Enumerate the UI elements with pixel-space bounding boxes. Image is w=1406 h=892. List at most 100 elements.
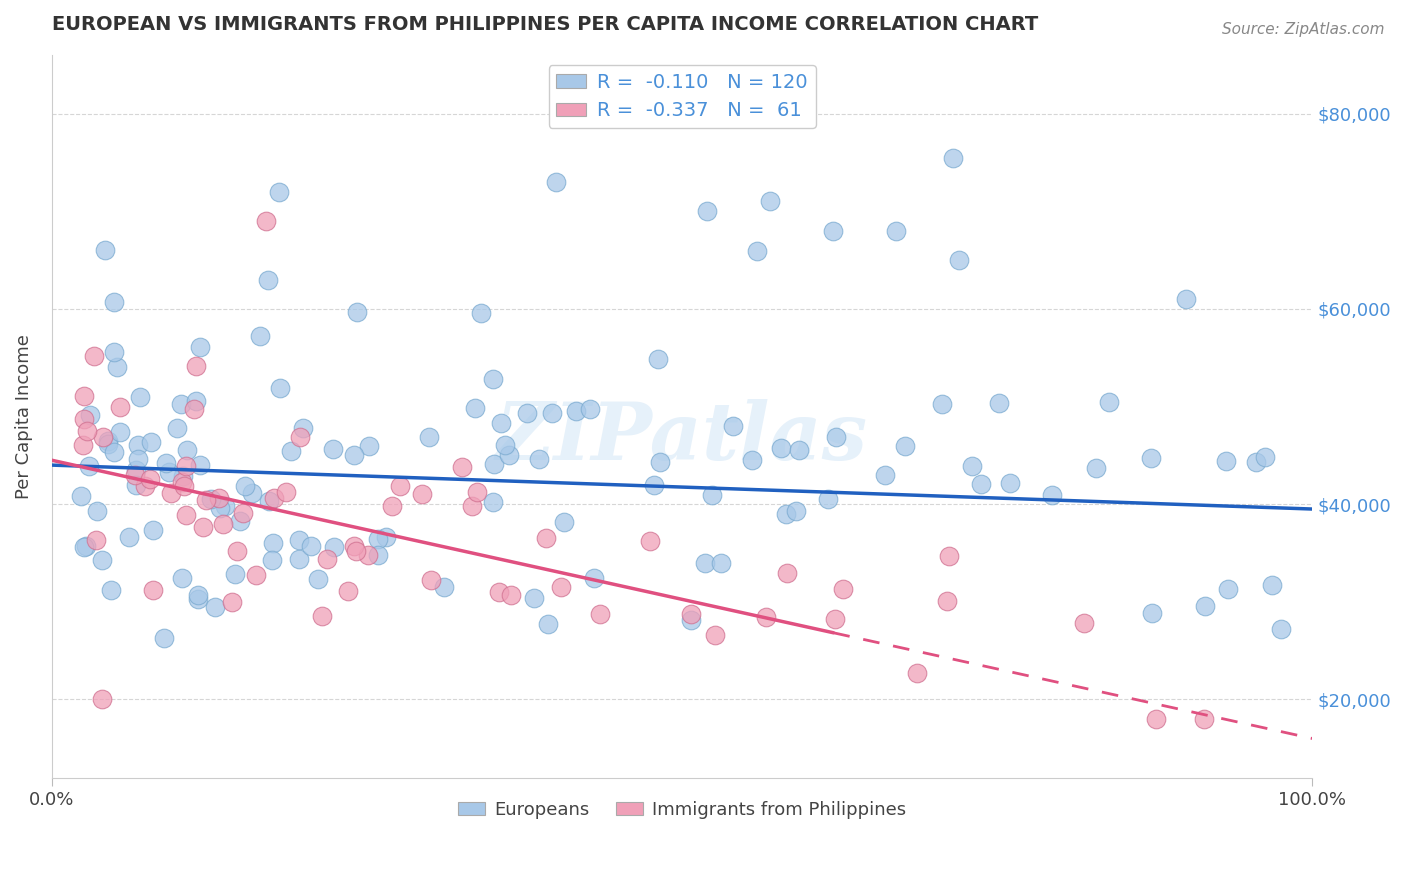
Point: [172, 475, 194, 490]
Point: [307, 572, 329, 586]
Point: [174, 459, 197, 474]
Point: [337, 584, 360, 599]
Point: [938, 549, 960, 563]
Point: [153, 631, 176, 645]
Point: [160, 486, 183, 500]
Point: [679, 607, 702, 621]
Point: [184, 359, 207, 373]
Point: [1175, 292, 1198, 306]
Point: [523, 591, 546, 605]
Point: [1194, 599, 1216, 613]
Point: [232, 506, 254, 520]
Point: [166, 421, 188, 435]
Point: [516, 406, 538, 420]
Point: [280, 444, 302, 458]
Point: [257, 273, 280, 287]
Point: [183, 401, 205, 416]
Point: [77, 458, 100, 473]
Point: [498, 448, 520, 462]
Point: [269, 381, 291, 395]
Point: [1215, 454, 1237, 468]
Point: [90, 553, 112, 567]
Point: [824, 612, 846, 626]
Point: [204, 600, 226, 615]
Point: [187, 591, 209, 606]
Point: [905, 666, 928, 681]
Point: [942, 151, 965, 165]
Point: [170, 396, 193, 410]
Point: [79, 408, 101, 422]
Point: [1216, 582, 1239, 596]
Point: [582, 571, 605, 585]
Point: [176, 508, 198, 522]
Point: [86, 504, 108, 518]
Point: [292, 421, 315, 435]
Point: [157, 465, 180, 479]
Point: [73, 389, 96, 403]
Point: [322, 540, 344, 554]
Point: [824, 430, 846, 444]
Point: [534, 531, 557, 545]
Point: [886, 224, 908, 238]
Point: [482, 372, 505, 386]
Point: [418, 429, 440, 443]
Point: [696, 204, 718, 219]
Point: [128, 390, 150, 404]
Point: [84, 533, 107, 547]
Point: [346, 305, 368, 319]
Point: [97, 434, 120, 448]
Text: Source: ZipAtlas.com: Source: ZipAtlas.com: [1222, 22, 1385, 37]
Point: [960, 458, 983, 473]
Point: [186, 393, 208, 408]
Point: [411, 487, 433, 501]
Point: [134, 479, 156, 493]
Point: [544, 175, 567, 189]
Point: [703, 628, 725, 642]
Point: [769, 441, 792, 455]
Point: [710, 556, 733, 570]
Point: [322, 442, 344, 456]
Point: [1040, 488, 1063, 502]
Point: [894, 439, 917, 453]
Point: [589, 607, 612, 622]
Point: [76, 424, 98, 438]
Point: [817, 491, 839, 506]
Point: [776, 566, 799, 580]
Point: [212, 517, 235, 532]
Point: [262, 536, 284, 550]
Point: [124, 468, 146, 483]
Point: [1139, 451, 1161, 466]
Point: [565, 403, 588, 417]
Point: [288, 533, 311, 547]
Point: [105, 359, 128, 374]
Point: [420, 573, 443, 587]
Point: [700, 487, 723, 501]
Point: [207, 491, 229, 505]
Point: [94, 244, 117, 258]
Point: [389, 479, 412, 493]
Point: [70, 489, 93, 503]
Point: [108, 425, 131, 439]
Point: [357, 548, 380, 562]
Point: [257, 494, 280, 508]
Point: [214, 499, 236, 513]
Point: [1192, 712, 1215, 726]
Point: [721, 419, 744, 434]
Point: [260, 553, 283, 567]
Point: [1098, 395, 1121, 409]
Point: [267, 185, 290, 199]
Point: [489, 416, 512, 430]
Point: [931, 396, 953, 410]
Point: [988, 396, 1011, 410]
Point: [75, 539, 97, 553]
Point: [176, 442, 198, 457]
Point: [83, 349, 105, 363]
Point: [127, 452, 149, 467]
Point: [1084, 460, 1107, 475]
Point: [638, 534, 661, 549]
Point: [226, 544, 249, 558]
Point: [785, 504, 807, 518]
Point: [579, 401, 602, 416]
Point: [775, 507, 797, 521]
Point: [103, 294, 125, 309]
